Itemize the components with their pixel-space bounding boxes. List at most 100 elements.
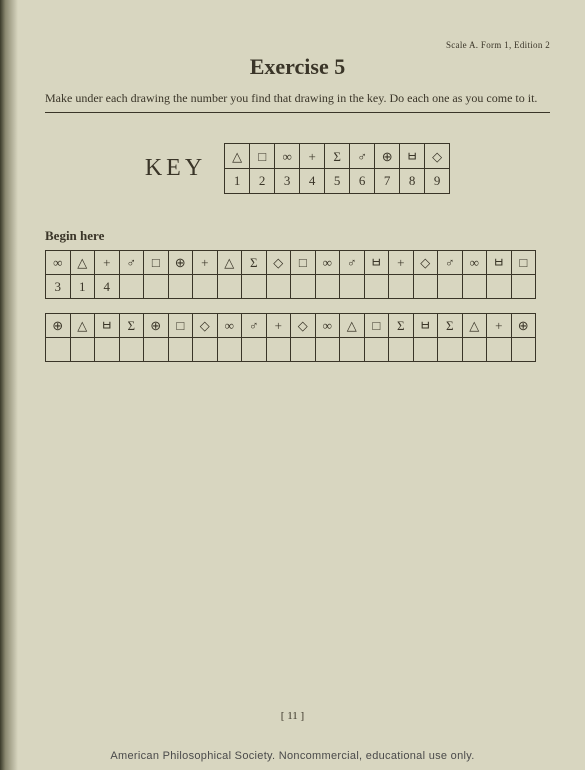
- symbol-cell: ◇: [193, 314, 218, 338]
- answer-row: 3 1 4: [46, 275, 536, 299]
- key-number-cell: 3: [275, 169, 300, 194]
- symbol-cell: Σ: [119, 314, 144, 338]
- key-symbol-cell: □: [250, 144, 275, 169]
- answer-cell[interactable]: [242, 338, 267, 362]
- symbol-cell: ♂: [242, 314, 267, 338]
- key-symbol-cell: ♂: [350, 144, 375, 169]
- key-number-cell: 8: [400, 169, 425, 194]
- key-symbol-row: △ □ ∞ + Σ ♂ ⊕ ㅂ ◇: [225, 144, 450, 169]
- page-binding-edge: [0, 0, 18, 770]
- symbol-cell: □: [168, 314, 193, 338]
- answer-cell[interactable]: 4: [95, 275, 120, 299]
- answer-cell[interactable]: [266, 338, 291, 362]
- symbol-cell: ♂: [119, 251, 144, 275]
- exercise-table-2: ⊕ △ ㅂ Σ ⊕ □ ◇ ∞ ♂ + ◇ ∞ △ □ Σ ㅂ Σ △ + ⊕: [45, 313, 536, 362]
- symbol-cell: △: [462, 314, 487, 338]
- key-symbol-cell: ∞: [275, 144, 300, 169]
- key-number-cell: 6: [350, 169, 375, 194]
- symbol-cell: ⊕: [511, 314, 536, 338]
- symbol-cell: □: [291, 251, 316, 275]
- answer-cell[interactable]: [70, 338, 95, 362]
- answer-cell[interactable]: [46, 338, 71, 362]
- key-number-cell: 4: [300, 169, 325, 194]
- answer-cell[interactable]: [511, 275, 536, 299]
- key-symbol-cell: △: [225, 144, 250, 169]
- answer-cell[interactable]: [413, 275, 438, 299]
- symbol-cell: Σ: [389, 314, 414, 338]
- symbol-cell: ◇: [413, 251, 438, 275]
- key-number-cell: 7: [375, 169, 400, 194]
- answer-cell[interactable]: [217, 338, 242, 362]
- answer-cell[interactable]: [168, 275, 193, 299]
- answer-cell[interactable]: [315, 338, 340, 362]
- answer-cell[interactable]: [340, 338, 365, 362]
- symbol-row: ⊕ △ ㅂ Σ ⊕ □ ◇ ∞ ♂ + ◇ ∞ △ □ Σ ㅂ Σ △ + ⊕: [46, 314, 536, 338]
- symbol-cell: ⊕: [168, 251, 193, 275]
- symbol-cell: ∞: [315, 251, 340, 275]
- divider-rule: [45, 112, 550, 113]
- answer-cell[interactable]: [364, 275, 389, 299]
- symbol-cell: □: [511, 251, 536, 275]
- answer-cell[interactable]: [438, 275, 463, 299]
- answer-cell[interactable]: [315, 275, 340, 299]
- symbol-row: ∞ △ + ♂ □ ⊕ + △ Σ ◇ □ ∞ ♂ ㅂ + ◇ ♂ ∞ ㅂ □: [46, 251, 536, 275]
- symbol-cell: ⊕: [144, 314, 169, 338]
- answer-cell[interactable]: [487, 338, 512, 362]
- symbol-cell: ∞: [46, 251, 71, 275]
- symbol-cell: ㅂ: [364, 251, 389, 275]
- answer-cell[interactable]: [266, 275, 291, 299]
- exercise-table-1: ∞ △ + ♂ □ ⊕ + △ Σ ◇ □ ∞ ♂ ㅂ + ◇ ♂ ∞ ㅂ □ …: [45, 250, 536, 299]
- symbol-cell: ㅂ: [487, 251, 512, 275]
- answer-cell[interactable]: [340, 275, 365, 299]
- answer-cell[interactable]: [291, 275, 316, 299]
- symbol-cell: ㅂ: [95, 314, 120, 338]
- answer-cell[interactable]: [193, 275, 218, 299]
- answer-cell[interactable]: [144, 338, 169, 362]
- answer-cell[interactable]: [193, 338, 218, 362]
- answer-cell[interactable]: [487, 275, 512, 299]
- answer-cell[interactable]: [217, 275, 242, 299]
- answer-cell[interactable]: [119, 275, 144, 299]
- answer-cell[interactable]: [389, 275, 414, 299]
- key-number-cell: 5: [325, 169, 350, 194]
- symbol-cell: △: [70, 314, 95, 338]
- answer-cell[interactable]: [291, 338, 316, 362]
- answer-cell[interactable]: [95, 338, 120, 362]
- header-meta: Scale A. Form 1, Edition 2: [45, 40, 550, 50]
- key-number-row: 1 2 3 4 5 6 7 8 9: [225, 169, 450, 194]
- answer-cell[interactable]: 1: [70, 275, 95, 299]
- answer-cell[interactable]: [389, 338, 414, 362]
- answer-cell[interactable]: [119, 338, 144, 362]
- footer-attribution: American Philosophical Society. Noncomme…: [0, 750, 585, 762]
- answer-cell[interactable]: [413, 338, 438, 362]
- answer-cell[interactable]: 3: [46, 275, 71, 299]
- symbol-cell: +: [389, 251, 414, 275]
- symbol-cell: ∞: [315, 314, 340, 338]
- key-symbol-cell: ㅂ: [400, 144, 425, 169]
- exercise-title: Exercise 5: [45, 54, 550, 80]
- exercise-row-1: ∞ △ + ♂ □ ⊕ + △ Σ ◇ □ ∞ ♂ ㅂ + ◇ ♂ ∞ ㅂ □ …: [45, 250, 550, 299]
- symbol-cell: ∞: [217, 314, 242, 338]
- answer-cell[interactable]: [364, 338, 389, 362]
- symbol-cell: □: [364, 314, 389, 338]
- symbol-cell: Σ: [242, 251, 267, 275]
- symbol-cell: +: [266, 314, 291, 338]
- symbol-cell: ◇: [266, 251, 291, 275]
- key-number-cell: 1: [225, 169, 250, 194]
- symbol-cell: ㅂ: [413, 314, 438, 338]
- answer-cell[interactable]: [144, 275, 169, 299]
- answer-row: [46, 338, 536, 362]
- answer-cell[interactable]: [168, 338, 193, 362]
- key-symbol-cell: +: [300, 144, 325, 169]
- answer-cell[interactable]: [462, 275, 487, 299]
- symbol-cell: □: [144, 251, 169, 275]
- symbol-cell: +: [193, 251, 218, 275]
- answer-cell[interactable]: [242, 275, 267, 299]
- answer-cell[interactable]: [462, 338, 487, 362]
- begin-here-label: Begin here: [45, 228, 550, 244]
- key-label: KEY: [145, 155, 206, 182]
- key-symbol-cell: Σ: [325, 144, 350, 169]
- answer-cell[interactable]: [438, 338, 463, 362]
- answer-cell[interactable]: [511, 338, 536, 362]
- page-number: [ 11 ]: [0, 710, 585, 722]
